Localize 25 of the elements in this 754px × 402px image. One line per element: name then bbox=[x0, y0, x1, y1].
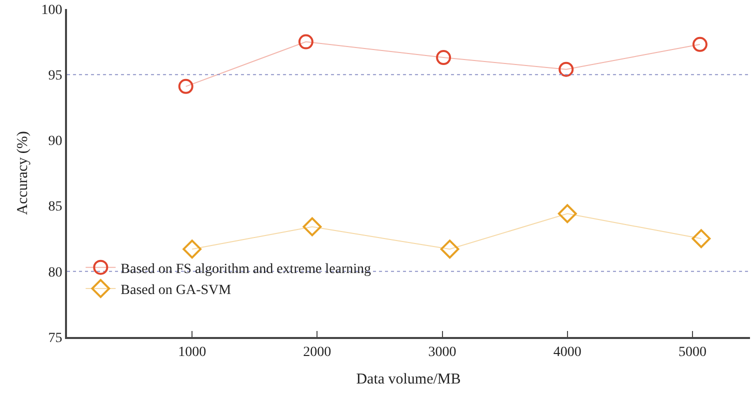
point bbox=[558, 204, 577, 224]
x-tick-label: 3000 bbox=[428, 344, 456, 360]
x-tick-label: 4000 bbox=[553, 344, 582, 360]
y-tick-label: 100 bbox=[41, 2, 62, 18]
point bbox=[436, 50, 452, 66]
legend-label: Based on FS algorithm and extreme learning bbox=[120, 262, 372, 277]
x-tick-label: 5000 bbox=[678, 344, 706, 360]
y-axis-title: Accuracy (%) bbox=[14, 131, 31, 215]
x-axis-title: Data volume/MB bbox=[356, 371, 461, 388]
y-tick-label: 85 bbox=[48, 200, 62, 215]
x-tick-label: 2000 bbox=[303, 344, 332, 360]
y-tick-label: 95 bbox=[48, 68, 62, 84]
point bbox=[440, 240, 460, 259]
y-tick-label: 90 bbox=[48, 134, 62, 150]
point bbox=[558, 62, 574, 77]
point bbox=[178, 78, 194, 94]
legend-label: Based on GA-SVM bbox=[120, 282, 232, 298]
x-tick-label: 1000 bbox=[178, 344, 206, 360]
y-tick-label: 80 bbox=[48, 265, 62, 280]
point bbox=[298, 34, 314, 50]
point bbox=[302, 217, 322, 236]
point bbox=[182, 240, 202, 259]
point bbox=[692, 36, 708, 52]
y-tick-label: 75 bbox=[48, 330, 62, 346]
point bbox=[692, 229, 711, 248]
